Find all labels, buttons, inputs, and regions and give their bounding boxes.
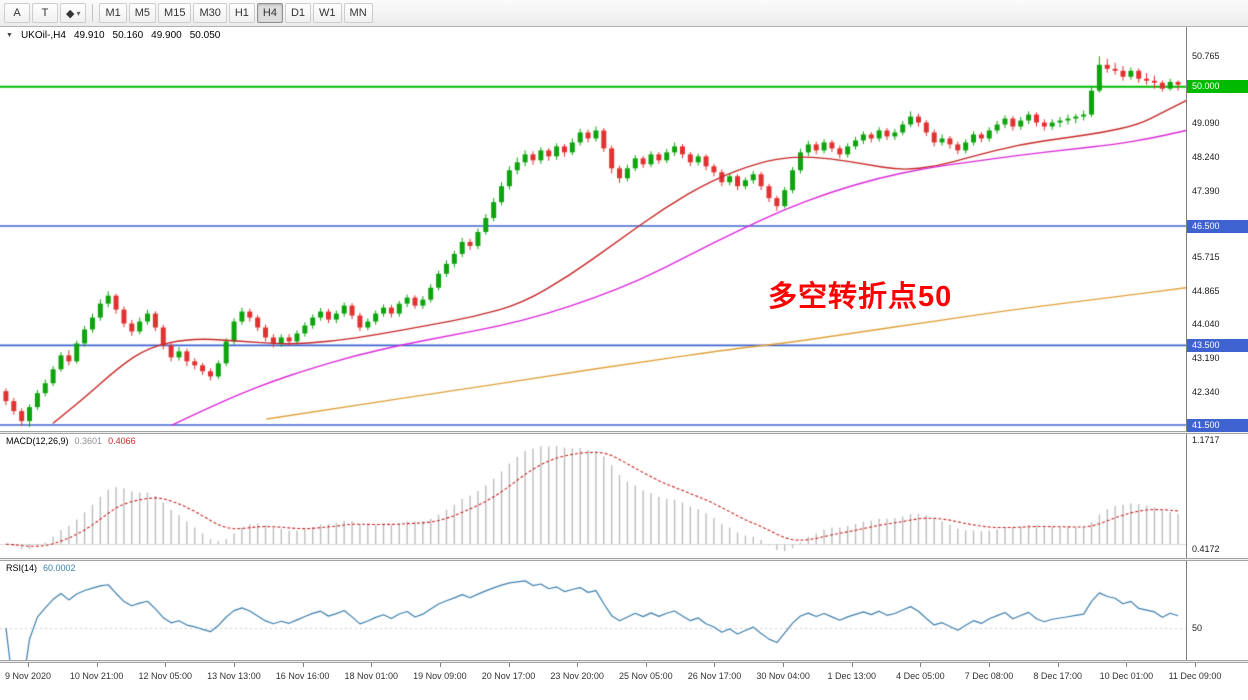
toolbar: A T ◆ ▾ M1 M5 M15 M30 H1 H4 D1 W1 MN <box>0 0 1248 27</box>
time-axis-label: 10 Nov 21:00 <box>69 671 124 681</box>
panel-divider[interactable] <box>0 660 1248 663</box>
time-axis-tick <box>714 663 716 667</box>
time-axis-label: 10 Dec 01:00 <box>1099 671 1154 681</box>
macd-main-value: 0.3601 <box>74 436 103 446</box>
time-axis-tick <box>28 663 29 667</box>
time-axis-tick <box>371 663 373 667</box>
close-value: 50.050 <box>189 30 221 41</box>
price-axis-label: 50.765 <box>1192 51 1220 62</box>
time-axis-label: 25 Nov 05:00 <box>619 671 673 681</box>
price-axis-label: 49.090 <box>1192 117 1220 128</box>
price-axis-label: 44.040 <box>1192 318 1220 329</box>
rsi-axis-label: 50 <box>1192 622 1203 633</box>
timeframe-button-h4[interactable]: H4 <box>256 3 283 23</box>
timeframe-button-h1[interactable]: H1 <box>228 3 255 23</box>
time-axis-tick <box>439 663 441 667</box>
timeframe-button-mn[interactable]: MN <box>343 3 373 23</box>
time-axis-tick <box>96 663 98 667</box>
time-axis-label: 4 Dec 05:00 <box>896 671 945 681</box>
macd-panel: MACD(12,26,9) 0.3601 0.4066 1.1717 0.4172 <box>0 434 1248 558</box>
timeframe-button-m5[interactable]: M5 <box>128 3 157 23</box>
open-value: 49.910 <box>73 30 105 41</box>
rsi-canvas[interactable] <box>0 561 1186 660</box>
price-axis-label: 45.715 <box>1192 252 1220 263</box>
time-axis-tick <box>577 663 579 667</box>
time-axis-label: 18 Nov 01:00 <box>344 671 399 681</box>
price-chart-panel: ▼ UKOil-,H4 49.910 50.160 49.900 50.050 … <box>0 27 1248 432</box>
arrow-tool-button[interactable]: A <box>4 3 30 23</box>
panel-divider[interactable] <box>0 431 1248 434</box>
high-value: 50.160 <box>112 30 144 41</box>
timeframe-button-m1[interactable]: M1 <box>99 3 127 23</box>
price-chart-canvas[interactable] <box>0 27 1186 431</box>
time-axis-label: 13 Nov 13:00 <box>207 671 261 681</box>
time-axis-tick <box>851 663 853 667</box>
hline-price-tag: 43.500 <box>1187 338 1248 352</box>
rsi-panel: RSI(14) 60.0002 50 <box>0 561 1248 660</box>
time-axis-label: 23 Nov 20:00 <box>550 671 604 681</box>
macd-canvas[interactable] <box>0 434 1186 558</box>
time-axis-label: 12 Nov 05:00 <box>138 671 193 681</box>
annotation-text[interactable]: 多空转折点50 <box>768 281 953 313</box>
price-axis-label: 43.190 <box>1192 352 1220 363</box>
macd-signal-value: 0.4066 <box>108 436 136 446</box>
time-axis-tick <box>989 663 991 667</box>
time-axis-tick <box>1195 663 1196 667</box>
time-axis-label: 11 Dec 09:00 <box>1168 671 1222 681</box>
rsi-header: RSI(14) 60.0002 <box>6 563 76 573</box>
low-value: 49.900 <box>151 30 182 41</box>
time-axis-label: 8 Dec 17:00 <box>1033 671 1082 681</box>
symbol-label: UKOil-,H4 <box>20 30 66 41</box>
price-axis-label: 47.390 <box>1192 185 1220 196</box>
time-axis-label: 30 Nov 04:00 <box>756 671 810 681</box>
time-axis-label: 7 Dec 08:00 <box>964 671 1014 681</box>
time-axis-tick <box>165 663 167 667</box>
timeframe-button-m15[interactable]: M15 <box>158 3 192 23</box>
hline-price-tag: 46.500 <box>1187 219 1248 233</box>
time-axis-tick <box>1126 663 1128 667</box>
timeframe-buttons-group: M1 M5 M15 M30 H1 H4 D1 W1 MN <box>99 3 373 23</box>
time-axis[interactable]: 9 Nov 2020 10 Nov 21:00 12 Nov 05:00 13 Nov… <box>0 663 1248 700</box>
macd-axis-label: 0.4172 <box>1192 544 1220 555</box>
time-axis-tick <box>645 663 647 667</box>
chart-symbol-header: ▼ UKOil-,H4 49.910 50.160 49.900 50.050 <box>6 30 220 41</box>
time-axis-label: 20 Nov 17:00 <box>481 671 536 681</box>
dropdown-caret-icon: ▾ <box>76 8 81 18</box>
macd-axis[interactable]: 1.1717 0.4172 <box>1186 434 1248 558</box>
time-axis-label: 9 Nov 2020 <box>4 671 52 681</box>
price-axis-label: 48.240 <box>1192 151 1220 162</box>
time-axis-tick <box>1057 663 1059 667</box>
rsi-title: RSI(14) <box>6 563 38 573</box>
hline-price-tag: 50.000 <box>1187 80 1248 94</box>
drawing-tools-group: A T ◆ ▾ <box>4 3 87 23</box>
text-tool-button[interactable]: T <box>32 3 58 23</box>
time-axis-tick <box>233 663 235 667</box>
macd-title: MACD(12,26,9) <box>6 436 69 446</box>
toolbar-separator <box>92 4 94 22</box>
time-axis-tick <box>508 663 510 667</box>
price-axis[interactable]: 50.765 49.090 48.240 47.390 45.715 44.865 44.0… <box>1186 27 1248 432</box>
rsi-axis[interactable]: 50 <box>1186 561 1248 660</box>
timeframe-button-d1[interactable]: D1 <box>284 3 312 23</box>
macd-header: MACD(12,26,9) 0.3601 0.4066 <box>6 436 136 446</box>
rsi-value: 60.0002 <box>43 563 76 573</box>
panel-divider[interactable] <box>0 558 1248 561</box>
time-axis-tick <box>302 663 304 667</box>
time-axis-label: 19 Nov 09:00 <box>413 671 467 681</box>
time-axis-label: 16 Nov 16:00 <box>275 671 330 681</box>
time-axis-label: 1 Dec 13:00 <box>827 671 877 681</box>
hline-price-tag: 41.500 <box>1187 418 1248 432</box>
price-axis-label: 44.865 <box>1192 286 1220 297</box>
time-axis-label: 26 Nov 17:00 <box>687 671 742 681</box>
collapse-triangle-icon[interactable]: ▼ <box>6 32 13 39</box>
price-axis-label: 42.340 <box>1192 386 1220 397</box>
time-axis-tick <box>783 663 785 667</box>
macd-axis-label: 1.1717 <box>1192 435 1220 446</box>
shapes-tool-button[interactable]: ◆ ▾ <box>60 3 87 23</box>
timeframe-button-w1[interactable]: W1 <box>313 3 342 23</box>
time-axis-tick <box>920 663 922 667</box>
timeframe-button-m30[interactable]: M30 <box>193 3 227 23</box>
